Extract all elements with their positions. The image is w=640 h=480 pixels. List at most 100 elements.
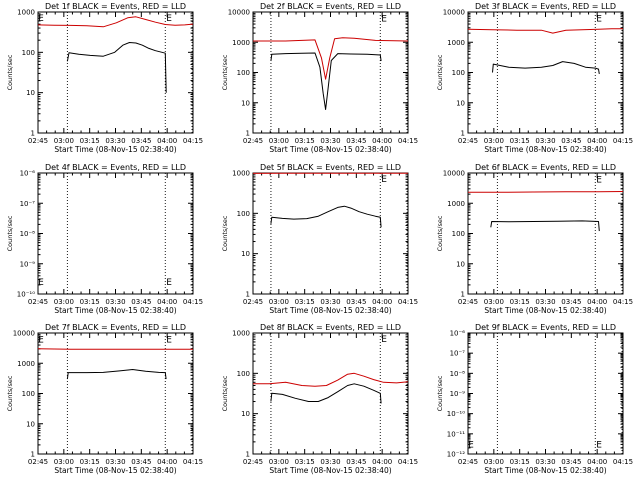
- series-line-lld: [253, 372, 409, 387]
- y-tick-label: 10⁻¹²: [447, 451, 465, 459]
- y-tick-label: 10⁻⁶: [20, 170, 36, 178]
- panel-det-2f: Det 2f BLACK = Events, RED = LLD 1 10 100 10…: [221, 2, 418, 154]
- y-tick-label: 1: [246, 451, 250, 459]
- y-tick-label: 10: [241, 99, 250, 107]
- panel-title: Det 9f BLACK = Events, RED = LLD: [475, 323, 616, 332]
- x-tick-label: 04:15: [398, 458, 418, 466]
- series-line-lld: [253, 37, 409, 80]
- y-axis-label: Counts/sec: [436, 215, 444, 251]
- x-tick-label: 03:45: [131, 298, 151, 306]
- y-tick-label: 10⁻⁸: [20, 230, 36, 238]
- x-tick-label: 04:00: [372, 298, 392, 306]
- x-tick-label: 04:00: [587, 458, 607, 466]
- plot-frame: [252, 11, 409, 134]
- y-tick-label: 100: [452, 69, 465, 77]
- y-tick-label: 10⁻⁶: [450, 330, 466, 338]
- event-marker-label: E: [381, 175, 387, 185]
- plot-frame: [467, 172, 624, 295]
- y-tick-label: 10⁻⁹: [20, 260, 36, 268]
- y-axis-label: Counts/sec: [221, 375, 229, 411]
- x-tick-label: 04:15: [613, 458, 633, 466]
- x-tick-label: 02:45: [243, 298, 263, 306]
- event-marker-label: E: [381, 15, 387, 25]
- x-tick-label: 03:00: [484, 298, 504, 306]
- x-tick-label: 04:15: [398, 298, 418, 306]
- y-tick-label: 10000: [443, 170, 465, 178]
- x-tick-label: 03:30: [320, 137, 340, 145]
- series-line-events: [66, 369, 167, 380]
- x-tick-label: 04:15: [183, 458, 203, 466]
- y-tick-label: 10000: [13, 330, 35, 338]
- x-tick-label: 03:45: [561, 298, 581, 306]
- x-tick-label: 03:00: [484, 458, 504, 466]
- x-tick-label: 03:15: [510, 137, 530, 145]
- y-tick-label: 1: [246, 291, 250, 299]
- x-tick-label: 03:15: [80, 137, 100, 145]
- x-tick-label: 03:30: [535, 137, 555, 145]
- x-axis-label: Start Time (08-Nov-15 02:38:40): [484, 306, 606, 315]
- x-tick-label: 02:45: [458, 137, 478, 145]
- x-tick-label: 02:45: [28, 137, 48, 145]
- panel-det-5f: Det 5f BLACK = Events, RED = LLD 1 10 100 10…: [221, 163, 418, 315]
- panel-det-3f: Det 3f BLACK = Events, RED = LLD 1 10 100 10…: [436, 2, 633, 154]
- event-marker-label: E: [166, 278, 172, 288]
- x-axis-label: Start Time (08-Nov-15 02:38:40): [54, 306, 176, 315]
- y-tick-label: 1: [246, 130, 250, 138]
- x-axis-label: Start Time (08-Nov-15 02:38:40): [269, 145, 391, 154]
- x-tick-label: 03:45: [131, 458, 151, 466]
- x-axis-label: Start Time (08-Nov-15 02:38:40): [269, 466, 391, 475]
- y-axis-label: Counts/sec: [6, 215, 14, 251]
- y-tick-label: 10000: [443, 9, 465, 17]
- x-tick-label: 04:15: [398, 137, 418, 145]
- x-tick-label: 03:15: [510, 458, 530, 466]
- plot-frame: [37, 332, 194, 455]
- series-line-events: [270, 205, 382, 228]
- x-tick-label: 03:00: [54, 137, 74, 145]
- y-tick-label: 10⁻⁷: [450, 350, 466, 358]
- x-tick-label: 04:00: [587, 298, 607, 306]
- x-axis-label: Start Time (08-Nov-15 02:38:40): [484, 466, 606, 475]
- x-tick-label: 03:30: [535, 298, 555, 306]
- x-tick-label: 03:45: [561, 137, 581, 145]
- y-tick-label: 10: [241, 410, 250, 418]
- y-tick-label: 1000: [447, 39, 465, 47]
- event-marker-label: E: [38, 278, 44, 288]
- x-tick-label: 03:15: [295, 137, 315, 145]
- x-tick-label: 03:30: [105, 298, 125, 306]
- x-tick-label: 03:30: [320, 458, 340, 466]
- x-tick-label: 04:15: [613, 137, 633, 145]
- x-tick-label: 03:15: [80, 458, 100, 466]
- y-axis-label: Counts/sec: [221, 215, 229, 251]
- y-tick-label: 10: [26, 89, 35, 97]
- event-marker-label: E: [596, 176, 602, 186]
- y-tick-label: 100: [452, 230, 465, 238]
- x-tick-label: 03:45: [346, 298, 366, 306]
- y-axis-label: Counts/sec: [436, 375, 444, 411]
- event-marker-label: E: [381, 335, 387, 345]
- plot-frame: [37, 11, 194, 134]
- y-tick-label: 10: [241, 250, 250, 258]
- panel-det-9f: Det 9f BLACK = Events, RED = LLD 10⁻¹² 10⁻…: [436, 323, 633, 475]
- panel-title: Det 5f BLACK = Events, RED = LLD: [260, 163, 401, 172]
- y-tick-label: 10⁻¹¹: [447, 430, 465, 438]
- x-tick-label: 04:15: [613, 298, 633, 306]
- event-marker-label: E: [596, 440, 602, 450]
- y-tick-label: 100: [22, 49, 35, 57]
- x-tick-label: 03:45: [346, 458, 366, 466]
- x-axis-label: Start Time (08-Nov-15 02:38:40): [54, 466, 176, 475]
- y-tick-label: 10⁻¹⁰: [17, 291, 35, 299]
- y-tick-label: 1: [31, 130, 35, 138]
- series-line-lld: [37, 348, 193, 350]
- x-tick-label: 03:30: [105, 137, 125, 145]
- y-tick-label: 1000: [447, 200, 465, 208]
- series-line-lld: [468, 191, 624, 193]
- plot-frame: [252, 172, 409, 295]
- x-tick-label: 03:15: [80, 298, 100, 306]
- series-line-events: [490, 220, 600, 232]
- x-tick-label: 04:00: [372, 137, 392, 145]
- x-tick-label: 03:30: [535, 458, 555, 466]
- x-tick-label: 04:00: [587, 137, 607, 145]
- x-tick-label: 03:45: [561, 458, 581, 466]
- event-marker-label: E: [166, 14, 172, 24]
